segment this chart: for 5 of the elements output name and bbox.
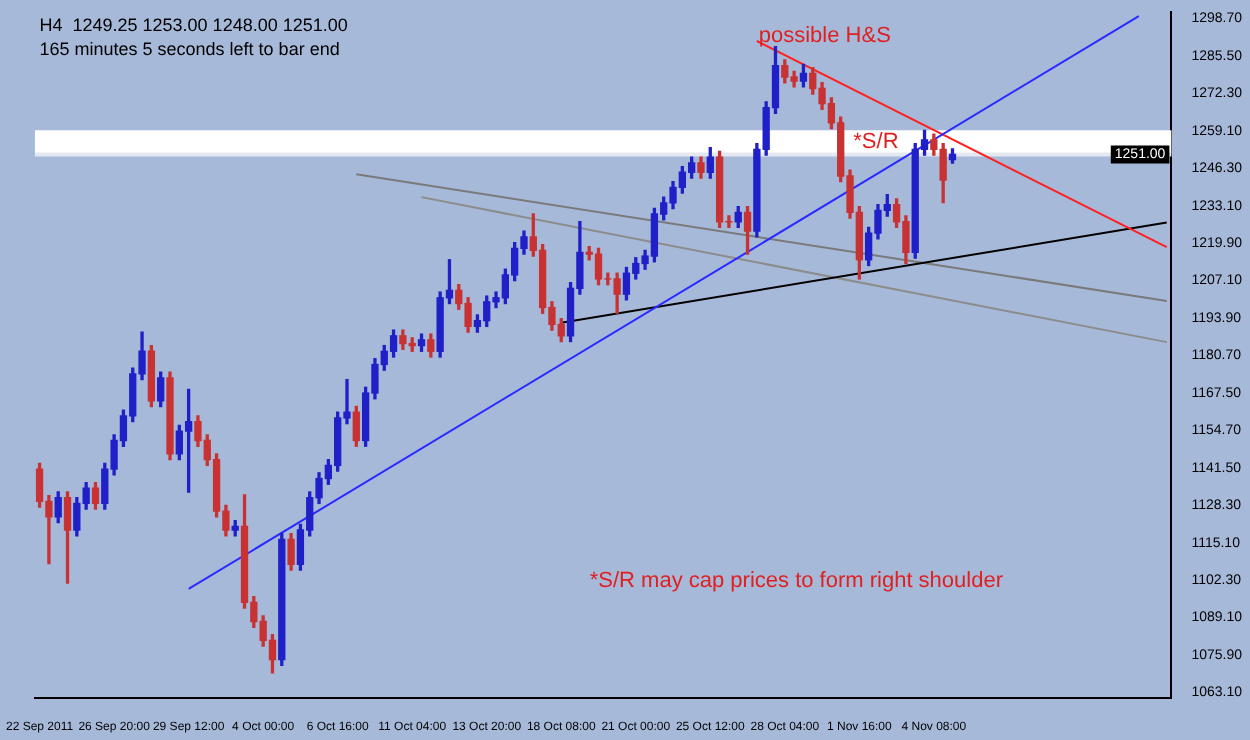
annotation: H4 1249.25 1253.00 1248.00 1251.00 — [39, 15, 348, 36]
annotation: *S/R may cap prices to form right shoulder — [589, 569, 1004, 594]
band-label: *S/R — [853, 129, 899, 154]
annotation: 165 minutes 5 seconds left to bar end — [39, 39, 340, 60]
annotation: possible H&S — [758, 24, 891, 49]
